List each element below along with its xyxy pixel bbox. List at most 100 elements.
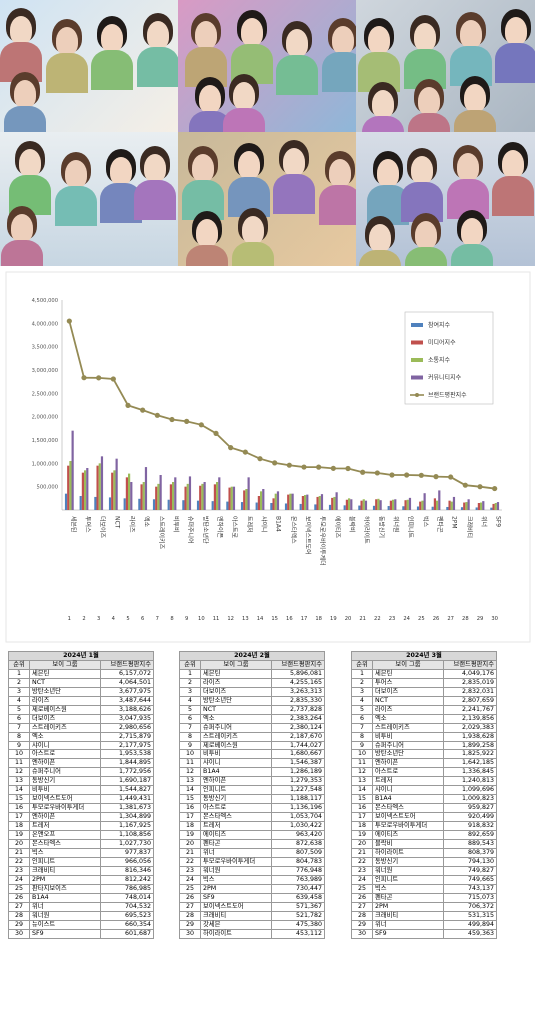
table-cell: 12 bbox=[179, 767, 201, 778]
table-row: 16 투모로우바이투게더 1,381,673 bbox=[8, 803, 154, 814]
photo-figure bbox=[286, 29, 308, 57]
table-cell: 4,049,176 bbox=[443, 668, 497, 679]
table-cell: 30 bbox=[351, 928, 373, 939]
rank-label: 21 bbox=[359, 616, 366, 622]
table-cell: 투모로우바이투게더 bbox=[29, 803, 101, 814]
legend-swatch bbox=[411, 340, 423, 345]
column-header: 보이 그룹 bbox=[29, 659, 101, 670]
line-point bbox=[242, 449, 248, 455]
legend-label: 미디어지수 bbox=[428, 339, 456, 347]
y-tick-label: 1,500,000 bbox=[32, 438, 58, 444]
table-cell: 6,157,072 bbox=[100, 668, 154, 679]
rank-label: 1 bbox=[68, 616, 71, 622]
bar-3 bbox=[69, 461, 72, 510]
line-point bbox=[360, 469, 366, 475]
table-row: 23 워너원 776,948 bbox=[179, 865, 325, 876]
category-label: 빅스 bbox=[421, 516, 429, 528]
table-row: 28 크래비티 531,315 bbox=[351, 910, 497, 921]
table-cell: 18 bbox=[8, 821, 30, 832]
table-cell: 639,458 bbox=[271, 892, 325, 903]
table-cell: 몬스타엑스 bbox=[29, 839, 101, 849]
table-cell: 16 bbox=[8, 803, 30, 814]
table-cell: 인피니트 bbox=[372, 874, 444, 885]
table-cell: 25 bbox=[8, 883, 30, 894]
table-cell: 2,980,656 bbox=[100, 722, 154, 733]
table-cell: 펜타곤 bbox=[372, 892, 444, 903]
ranking-table-3: 2024년 3월 순위 보이 그룹 브랜드평판지수 1 세븐틴 4,049,176 2 투어스 2… bbox=[351, 651, 497, 939]
table-cell: 1,099,696 bbox=[443, 785, 497, 796]
table-row: 10 방탄소년단 1,825,922 bbox=[351, 749, 497, 760]
table-row: 26 펜타곤 715,073 bbox=[351, 892, 497, 903]
rank-label: 14 bbox=[257, 616, 264, 622]
table-cell: 17 bbox=[351, 812, 373, 823]
table-cell: 571,367 bbox=[271, 901, 325, 912]
table-cell: 21 bbox=[351, 847, 373, 858]
bar-4 bbox=[379, 500, 382, 510]
bar-4 bbox=[174, 477, 177, 510]
ranking-table-1: 2024년 1월 순위 보이 그룹 브랜드평판지수 1 세븐틴 6,157,072 2 NCT 4… bbox=[8, 651, 154, 939]
table-cell: 2 bbox=[179, 677, 201, 688]
table-cell: 459,363 bbox=[443, 928, 497, 939]
bar-1 bbox=[255, 502, 258, 510]
category-label: 더보이즈 bbox=[99, 516, 107, 539]
line-point bbox=[433, 474, 439, 480]
bar-2 bbox=[257, 496, 260, 510]
table-cell: 4 bbox=[8, 695, 30, 706]
bar-4 bbox=[438, 490, 441, 510]
table-cell: 23 bbox=[351, 865, 373, 876]
bar-1 bbox=[490, 507, 493, 510]
table-cell: 19 bbox=[8, 830, 30, 841]
line-point bbox=[198, 422, 204, 428]
table-cell: 몬스타엑스 bbox=[200, 812, 272, 823]
table-cell: 위너 bbox=[200, 847, 272, 858]
table-row: 15 동방신기 1,188,117 bbox=[179, 794, 325, 805]
y-tick-label: 500,000 bbox=[37, 485, 58, 491]
table-cell: 1 bbox=[179, 668, 201, 679]
table-row: 25 판타지보이즈 786,985 bbox=[8, 883, 154, 894]
table-cell: 499,894 bbox=[443, 919, 497, 930]
table-cell: 2,029,383 bbox=[443, 722, 497, 733]
table-cell: 보이넥스트도어 bbox=[372, 812, 444, 823]
table-cell: 1,938,628 bbox=[443, 731, 497, 742]
bar-4 bbox=[350, 499, 353, 510]
photo-figure bbox=[331, 26, 354, 54]
table-cell: 695,523 bbox=[100, 910, 154, 921]
photo-figure bbox=[196, 219, 218, 247]
photo-figure bbox=[417, 87, 440, 115]
table-row: 9 샤이니 2,177,975 bbox=[8, 740, 154, 751]
table-cell: 워너원 bbox=[200, 865, 272, 876]
table-cell: 1,240,813 bbox=[443, 776, 497, 787]
table-row: 8 비투비 1,938,628 bbox=[351, 731, 497, 742]
table-row: 24 2PM 812,242 bbox=[8, 874, 154, 885]
table-cell: 963,420 bbox=[271, 830, 325, 841]
table-cell: 엔하이픈 bbox=[200, 776, 272, 787]
photo-figure bbox=[283, 148, 305, 176]
photo-figure bbox=[372, 90, 394, 118]
photo-figure bbox=[492, 176, 535, 216]
bar-1 bbox=[226, 501, 229, 510]
photo-figure bbox=[362, 116, 404, 132]
rank-label: 11 bbox=[213, 616, 220, 622]
table-row: 11 엔하이픈 1,844,895 bbox=[8, 758, 154, 769]
table-cell: 763,989 bbox=[271, 874, 325, 885]
column-header: 순위 bbox=[8, 659, 30, 670]
photo-figure bbox=[377, 159, 399, 187]
table-cell: 1,108,856 bbox=[100, 830, 154, 841]
bar-3 bbox=[216, 482, 219, 510]
category-label: 방탄소년단 bbox=[201, 516, 209, 544]
bar-4 bbox=[467, 499, 470, 510]
table-cell: 2,241,767 bbox=[443, 704, 497, 715]
photo-figure bbox=[1, 240, 43, 266]
table-cell: 786,985 bbox=[100, 883, 154, 894]
table-cell: 794,130 bbox=[443, 856, 497, 867]
rank-label: 6 bbox=[141, 616, 144, 622]
rank-label: 19 bbox=[330, 616, 337, 622]
table-cell: 1,009,823 bbox=[443, 794, 497, 805]
table-cell: 9 bbox=[351, 740, 373, 751]
category-label: 2PM bbox=[451, 516, 458, 529]
table-row: 17 엔하이픈 1,304,899 bbox=[8, 812, 154, 823]
bar-4 bbox=[306, 494, 309, 510]
table-cell: 스트레이키즈 bbox=[372, 722, 444, 733]
bar-3 bbox=[230, 486, 233, 510]
photo-figure bbox=[413, 23, 436, 51]
